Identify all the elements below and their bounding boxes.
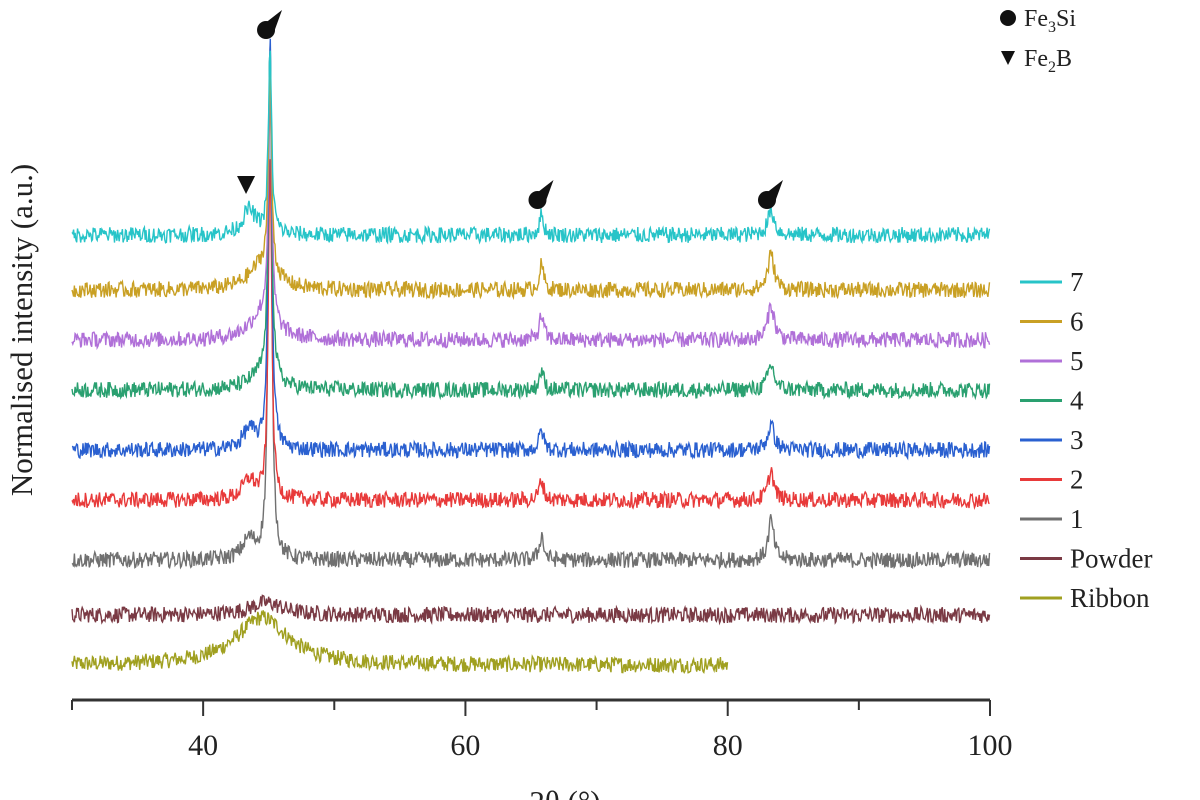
x-axis-label: 2θ (°) bbox=[529, 784, 600, 800]
legend-item-2: 2 bbox=[1020, 465, 1084, 495]
series-line-3 bbox=[71, 38, 991, 461]
legend-item-powder: Powder bbox=[1020, 544, 1153, 574]
legend-label: 1 bbox=[1070, 504, 1084, 534]
legend-item-5: 5 bbox=[1020, 346, 1084, 376]
fe2b-marker-icon bbox=[237, 176, 256, 194]
x-tick-label: 100 bbox=[968, 729, 1013, 762]
series-line-ribbon bbox=[71, 610, 729, 675]
phase-legend-item: Fe3Si bbox=[1000, 6, 1076, 36]
legend-item-7: 7 bbox=[1020, 267, 1084, 297]
phase-label: Fe2B bbox=[1024, 46, 1072, 76]
legend-label: 7 bbox=[1070, 267, 1084, 297]
series-line-powder bbox=[71, 594, 991, 626]
circle-icon bbox=[1000, 10, 1016, 26]
legend-label: Powder bbox=[1070, 544, 1153, 574]
x-tick-label: 60 bbox=[450, 729, 480, 762]
phase-markers bbox=[237, 10, 783, 209]
series-line-5 bbox=[71, 67, 991, 351]
series-legend: 7 6 5 4 3 2 1 Powder Ribbon bbox=[1020, 267, 1153, 613]
phase-label: Fe3Si bbox=[1024, 6, 1076, 36]
y-axis-label: Normalised intensity (a.u.) bbox=[4, 164, 39, 496]
x-tick-label: 80 bbox=[713, 729, 743, 762]
series-line-4 bbox=[71, 52, 991, 401]
x-tick-label: 40 bbox=[188, 729, 218, 762]
fe3si-marker-icon bbox=[528, 180, 554, 209]
phase-legend: Fe3Si Fe2B bbox=[1000, 6, 1076, 76]
legend-item-4: 4 bbox=[1020, 386, 1084, 416]
legend-item-1: 1 bbox=[1020, 504, 1084, 534]
legend-item-ribbon: Ribbon bbox=[1020, 583, 1150, 613]
series-line-2 bbox=[71, 159, 990, 511]
fe3si-marker-icon bbox=[257, 10, 283, 39]
legend-label: 3 bbox=[1070, 425, 1084, 455]
legend-label: Ribbon bbox=[1070, 583, 1150, 613]
legend-label: 2 bbox=[1070, 465, 1084, 495]
traces bbox=[71, 38, 991, 675]
series-line-7 bbox=[71, 50, 991, 246]
phase-legend-item: Fe2B bbox=[1001, 46, 1072, 76]
series-line-6 bbox=[71, 67, 991, 301]
legend-item-6: 6 bbox=[1020, 307, 1084, 337]
legend-label: 6 bbox=[1070, 307, 1084, 337]
x-axis: 40 60 80 100 bbox=[71, 698, 1013, 762]
triangle-down-icon bbox=[1001, 51, 1015, 65]
legend-item-3: 3 bbox=[1020, 425, 1084, 455]
legend-label: 5 bbox=[1070, 346, 1084, 376]
series-line-1 bbox=[71, 42, 991, 570]
legend-label: 4 bbox=[1070, 386, 1084, 416]
fe3si-marker-icon bbox=[757, 180, 783, 209]
